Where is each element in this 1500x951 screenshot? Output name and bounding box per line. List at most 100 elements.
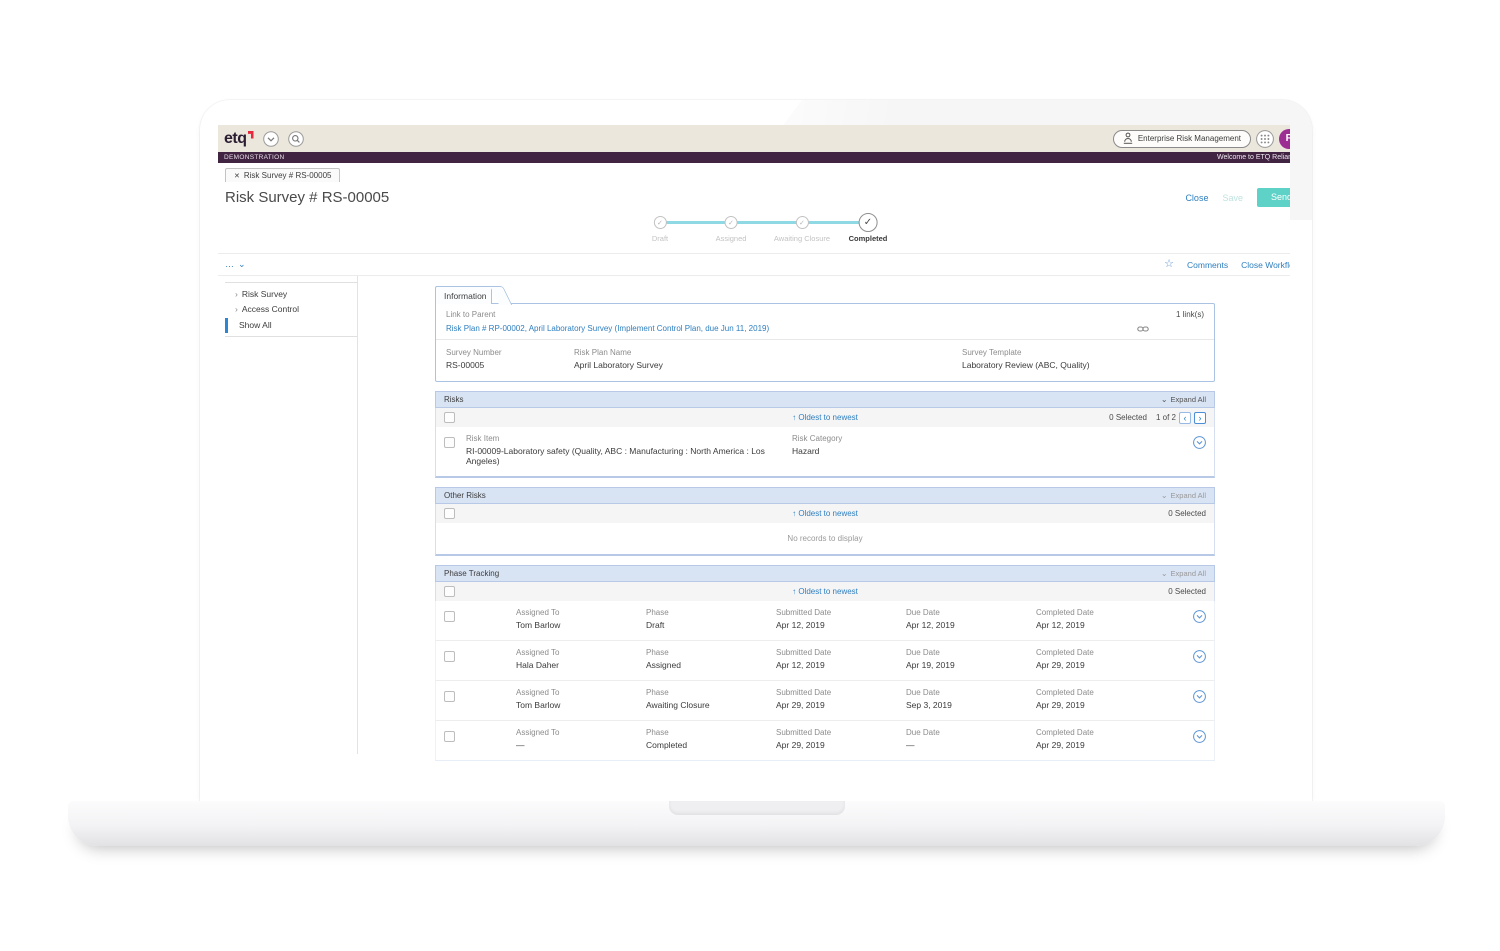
workflow-step-label: Completed bbox=[848, 234, 888, 243]
check-icon: ✓ bbox=[653, 216, 667, 229]
close-button[interactable]: Close bbox=[1185, 192, 1209, 203]
sort-label: Oldest to newest bbox=[798, 587, 858, 596]
save-button[interactable]: Save bbox=[1222, 192, 1243, 203]
cell-value: Assigned bbox=[646, 660, 681, 670]
expand-all-button[interactable]: ⌄ Expand All bbox=[1161, 395, 1206, 404]
completed-date-cell: Completed Date Apr 12, 2019 bbox=[1036, 608, 1166, 630]
cell-value: Apr 29, 2019 bbox=[1036, 700, 1085, 710]
phase-tracking-selection-info: 0 Selected bbox=[1168, 587, 1206, 596]
more-menu[interactable]: … ⌄ bbox=[225, 259, 246, 270]
risks-selection-info: 0 Selected 1 of 2 ‹ › bbox=[1109, 411, 1206, 424]
link-chain-icon[interactable] bbox=[1137, 325, 1149, 333]
sort-oldest-to-newest[interactable]: ↑ Oldest to newest bbox=[436, 509, 1214, 518]
chevron-down-circle-icon[interactable] bbox=[262, 130, 279, 147]
risk-row: Risk Item RI-00009-Laboratory safety (Qu… bbox=[435, 427, 1215, 478]
expand-all-button[interactable]: ⌄ Expand All bbox=[1161, 569, 1206, 578]
close-tab-icon[interactable]: ✕ bbox=[234, 172, 240, 180]
links-count: 1 link(s) bbox=[1175, 310, 1204, 319]
title-actions: Close Save Send bbox=[1185, 188, 1290, 207]
column-label: Phase bbox=[646, 688, 669, 697]
completed-date-cell: Completed Date Apr 29, 2019 bbox=[1036, 648, 1166, 670]
information-section: Link to Parent 1 link(s) Risk Plan # RP-… bbox=[435, 303, 1215, 382]
expand-row-icon[interactable] bbox=[1186, 434, 1214, 466]
sidebar-item-access-control[interactable]: › Access Control bbox=[225, 302, 357, 317]
expand-all-button[interactable]: ⌄ Expand All bbox=[1161, 491, 1206, 500]
document-tab-strip: ✕ Risk Survey # RS-00005 bbox=[218, 163, 1290, 182]
user-avatar[interactable]: P bbox=[1279, 128, 1290, 149]
column-label: Due Date bbox=[906, 728, 940, 737]
row-checkbox[interactable] bbox=[444, 437, 455, 448]
select-all-checkbox[interactable] bbox=[444, 412, 455, 423]
prev-page-button[interactable]: ‹ bbox=[1179, 411, 1191, 424]
cell-value: Apr 12, 2019 bbox=[776, 660, 825, 670]
column-label: Submitted Date bbox=[776, 688, 832, 697]
cell-value: RI-00009-Laboratory safety (Quality, ABC… bbox=[466, 446, 765, 466]
column-label: Phase bbox=[646, 648, 669, 657]
row-checkbox[interactable] bbox=[444, 611, 455, 622]
phase-tracking-rows: Assigned To Tom Barlow Phase Draft Submi… bbox=[435, 601, 1215, 761]
other-risks-header[interactable]: Other Risks ⌄ Expand All bbox=[435, 487, 1215, 504]
sort-oldest-to-newest[interactable]: ↑ Oldest to newest bbox=[436, 413, 1214, 422]
row-checkbox[interactable] bbox=[444, 651, 455, 662]
app-selector[interactable]: Enterprise Risk Management bbox=[1112, 129, 1251, 148]
field-value: RS-00005 bbox=[446, 360, 485, 370]
expand-all-label: Expand All bbox=[1170, 569, 1206, 578]
column-label: Due Date bbox=[906, 688, 940, 697]
arrow-up-icon: ↑ bbox=[792, 587, 797, 596]
row-checkbox[interactable] bbox=[444, 731, 455, 742]
field-value: Laboratory Review (ABC, Quality) bbox=[962, 360, 1090, 370]
tab-information[interactable]: Information bbox=[435, 286, 492, 304]
table-row: Assigned To — Phase Completed Submitted … bbox=[435, 720, 1215, 760]
next-page-button[interactable]: › bbox=[1194, 411, 1206, 424]
chevron-down-icon: ⌄ bbox=[1160, 491, 1168, 500]
sidebar-item-risk-survey[interactable]: › Risk Survey bbox=[225, 287, 357, 302]
send-button[interactable]: Send bbox=[1256, 188, 1290, 207]
due-date-cell: Due Date Apr 19, 2019 bbox=[906, 648, 1036, 670]
risks-title: Risks bbox=[444, 395, 464, 404]
row-checkbox[interactable] bbox=[444, 691, 455, 702]
information-fields: Survey Number RS-00005 Risk Plan Name Ap… bbox=[436, 340, 1214, 381]
phase-tracking-header[interactable]: Phase Tracking ⌄ Expand All bbox=[435, 565, 1215, 582]
sort-oldest-to-newest[interactable]: ↑ Oldest to newest bbox=[436, 587, 1214, 596]
other-risks-sort-row: ↑ Oldest to newest 0 Selected bbox=[435, 504, 1215, 523]
sidebar-item-show-all[interactable]: Show All bbox=[225, 318, 357, 333]
table-row: Assigned To Hala Daher Phase Assigned Su… bbox=[435, 640, 1215, 680]
column-label: Due Date bbox=[906, 648, 940, 657]
other-risks-selection-info: 0 Selected bbox=[1168, 509, 1206, 518]
cell-value: Completed bbox=[646, 740, 688, 750]
parent-link[interactable]: Risk Plan # RP-00002, April Laboratory S… bbox=[446, 324, 770, 333]
field-survey-template: Survey Template Laboratory Review (ABC, … bbox=[962, 348, 1204, 370]
star-icon[interactable]: ☆ bbox=[1164, 258, 1175, 270]
cell-value: Apr 29, 2019 bbox=[1036, 740, 1085, 750]
expand-row-icon[interactable] bbox=[1166, 728, 1214, 750]
close-workflow-link[interactable]: Close Workflow bbox=[1241, 259, 1290, 270]
select-all-checkbox[interactable] bbox=[444, 508, 455, 519]
other-risks-title: Other Risks bbox=[444, 491, 486, 500]
expand-all-label: Expand All bbox=[1170, 395, 1206, 404]
app-grid-icon[interactable] bbox=[1256, 129, 1274, 148]
chevron-right-icon: › bbox=[235, 289, 238, 299]
field-label: Risk Plan Name bbox=[574, 348, 632, 357]
due-date-cell: Due Date — bbox=[906, 728, 1036, 750]
checkbox-cell bbox=[436, 648, 466, 670]
table-row: Assigned To Tom Barlow Phase Awaiting Cl… bbox=[435, 680, 1215, 720]
pagination: 1 of 2 ‹ › bbox=[1156, 411, 1206, 424]
workflow-step-awaiting-closure: ✓ Awaiting Closure bbox=[774, 216, 830, 243]
risks-header[interactable]: Risks ⌄ Expand All bbox=[435, 391, 1215, 408]
expand-row-icon[interactable] bbox=[1166, 688, 1214, 710]
cell-value: Apr 29, 2019 bbox=[776, 700, 825, 710]
due-date-cell: Due Date Sep 3, 2019 bbox=[906, 688, 1036, 710]
check-icon: ✓ bbox=[858, 213, 878, 232]
workflow-step-completed: ✓ Completed bbox=[848, 213, 888, 243]
search-icon[interactable] bbox=[287, 130, 304, 147]
column-label: Submitted Date bbox=[776, 728, 832, 737]
assigned-to-cell: Assigned To Tom Barlow bbox=[516, 688, 646, 710]
workflow-step-label: Assigned bbox=[715, 234, 747, 243]
select-all-checkbox[interactable] bbox=[444, 586, 455, 597]
risk-item-cell: Risk Item RI-00009-Laboratory safety (Qu… bbox=[466, 434, 792, 466]
expand-row-icon[interactable] bbox=[1166, 608, 1214, 630]
document-tab[interactable]: ✕ Risk Survey # RS-00005 bbox=[225, 168, 341, 182]
cell-value: Sep 3, 2019 bbox=[906, 700, 952, 710]
comments-link[interactable]: Comments bbox=[1187, 259, 1229, 270]
expand-row-icon[interactable] bbox=[1166, 648, 1214, 670]
